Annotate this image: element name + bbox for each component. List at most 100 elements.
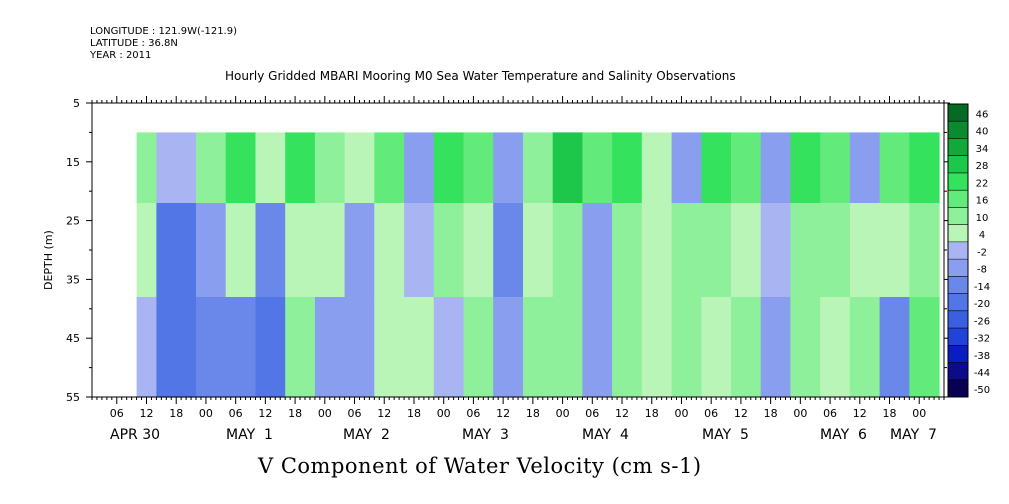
colorbar-label: 4 [979, 230, 985, 241]
x-tick-label: 18 [645, 407, 659, 420]
x-tick-label: 00 [674, 407, 688, 420]
colorbar-label: 28 [976, 161, 989, 172]
heatmap-cell [493, 297, 524, 398]
longitude-label: LONGITUDE : 121.9W(-121.9) [90, 26, 237, 37]
x-tick-label: 18 [883, 407, 897, 420]
heatmap-cell [552, 132, 583, 204]
colorbar-swatch [948, 224, 968, 243]
colorbar-swatch [948, 379, 968, 398]
x-day-label: MAY 6 [820, 427, 867, 443]
x-day-label: MAY 2 [343, 427, 390, 443]
heatmap-cell [879, 203, 910, 298]
x-tick-label: 06 [585, 407, 599, 420]
x-day-label: MAY 7 [890, 427, 937, 443]
heatmap-cell [136, 203, 157, 298]
x-tick-label: 00 [556, 407, 570, 420]
heatmap-cell [404, 203, 435, 298]
colorbar-label: -50 [974, 385, 990, 396]
x-tick-label: 06 [229, 407, 243, 420]
x-tick-label: 18 [169, 407, 183, 420]
heatmap-cell [790, 132, 821, 204]
colorbar-swatch [948, 293, 968, 312]
heatmap-cell [671, 297, 702, 398]
heatmap-cell [493, 203, 524, 298]
heatmap-cell [404, 132, 435, 204]
x-tick-label: 18 [764, 407, 778, 420]
heatmap-cells [136, 132, 940, 398]
heatmap-cell [156, 203, 197, 298]
colorbar-swatch [948, 121, 968, 139]
colorbar-label: 40 [976, 127, 989, 138]
heatmap-cell [879, 297, 910, 398]
heatmap-cell [285, 132, 316, 204]
x-tick-label: 06 [466, 407, 480, 420]
heatmap-cell [701, 297, 732, 398]
colorbar-swatch [948, 362, 968, 381]
colorbar-label: 10 [976, 213, 989, 224]
heatmap-cell [849, 297, 881, 398]
colorbar-swatch [948, 259, 968, 277]
heatmap-cell [582, 132, 613, 204]
x-day-label: APR 30 [110, 427, 160, 443]
colorbar-label: -2 [977, 247, 987, 258]
x-tick-label: 12 [496, 407, 510, 420]
x-tick-label: 12 [377, 407, 391, 420]
heatmap-cell [760, 297, 791, 398]
heatmap-cell [820, 132, 851, 204]
heatmap-cell [225, 132, 256, 204]
colorbar-swatch [948, 207, 968, 226]
x-tick-label: 12 [139, 407, 153, 420]
colorbar-label: 46 [976, 110, 989, 121]
latitude-label: LATITUDE : 36.8N [90, 38, 178, 49]
colorbar-swatch [948, 104, 968, 122]
x-tick-label: 00 [793, 407, 807, 420]
x-tick-label: 12 [258, 407, 272, 420]
heatmap-cell [225, 203, 256, 298]
heatmap-cell [582, 297, 613, 398]
heatmap-cell [463, 132, 494, 204]
heatmap-cell [344, 297, 375, 398]
heatmap-cell [701, 132, 732, 204]
x-tick-label: 12 [853, 407, 867, 420]
x-day-label: MAY 5 [702, 427, 749, 443]
colorbar-label: -20 [974, 299, 990, 310]
x-tick-label: 12 [615, 407, 629, 420]
heatmap-cell [433, 203, 465, 298]
y-tick-label: 45 [66, 332, 80, 345]
heatmap-cell [463, 297, 494, 398]
colorbar-label: 34 [976, 144, 989, 155]
colorbar-swatch [948, 310, 968, 329]
y-tick-label: 15 [66, 156, 80, 169]
y-tick-label: 25 [66, 215, 80, 228]
heatmap-cell [671, 132, 702, 204]
heatmap-cell [879, 132, 910, 204]
heatmap-cell [731, 203, 762, 298]
heatmap-cell [136, 297, 157, 398]
heatmap-cell [285, 297, 316, 398]
heatmap-cell [136, 132, 157, 204]
colorbar-swatch [948, 190, 968, 208]
heatmap-cell [701, 203, 732, 298]
heatmap-cell [255, 203, 286, 298]
chart-title: Hourly Gridded MBARI Mooring M0 Sea Wate… [225, 69, 736, 83]
heatmap-cell [790, 203, 821, 298]
y-tick-label: 55 [66, 391, 80, 404]
heatmap-cell [314, 297, 346, 398]
heatmap-cell [196, 132, 227, 204]
heatmap-cell [255, 297, 286, 398]
heatmap-cell [820, 203, 851, 298]
colorbar-swatch [948, 172, 968, 191]
colorbar-swatch [948, 345, 968, 363]
colorbar-label: -32 [974, 334, 990, 345]
colorbar-label: 16 [976, 196, 989, 207]
heatmap-cell [849, 132, 881, 204]
year-label: YEAR : 2011 [90, 50, 152, 61]
heatmap-cell [731, 297, 762, 398]
heatmap-cell [374, 203, 405, 298]
x-day-label: MAY 4 [582, 427, 629, 443]
colorbar-swatch [948, 138, 968, 157]
heatmap-cell [156, 132, 197, 204]
y-axis: 5 15 25 35 45 55 [66, 97, 950, 404]
heatmap-cell [612, 297, 643, 398]
